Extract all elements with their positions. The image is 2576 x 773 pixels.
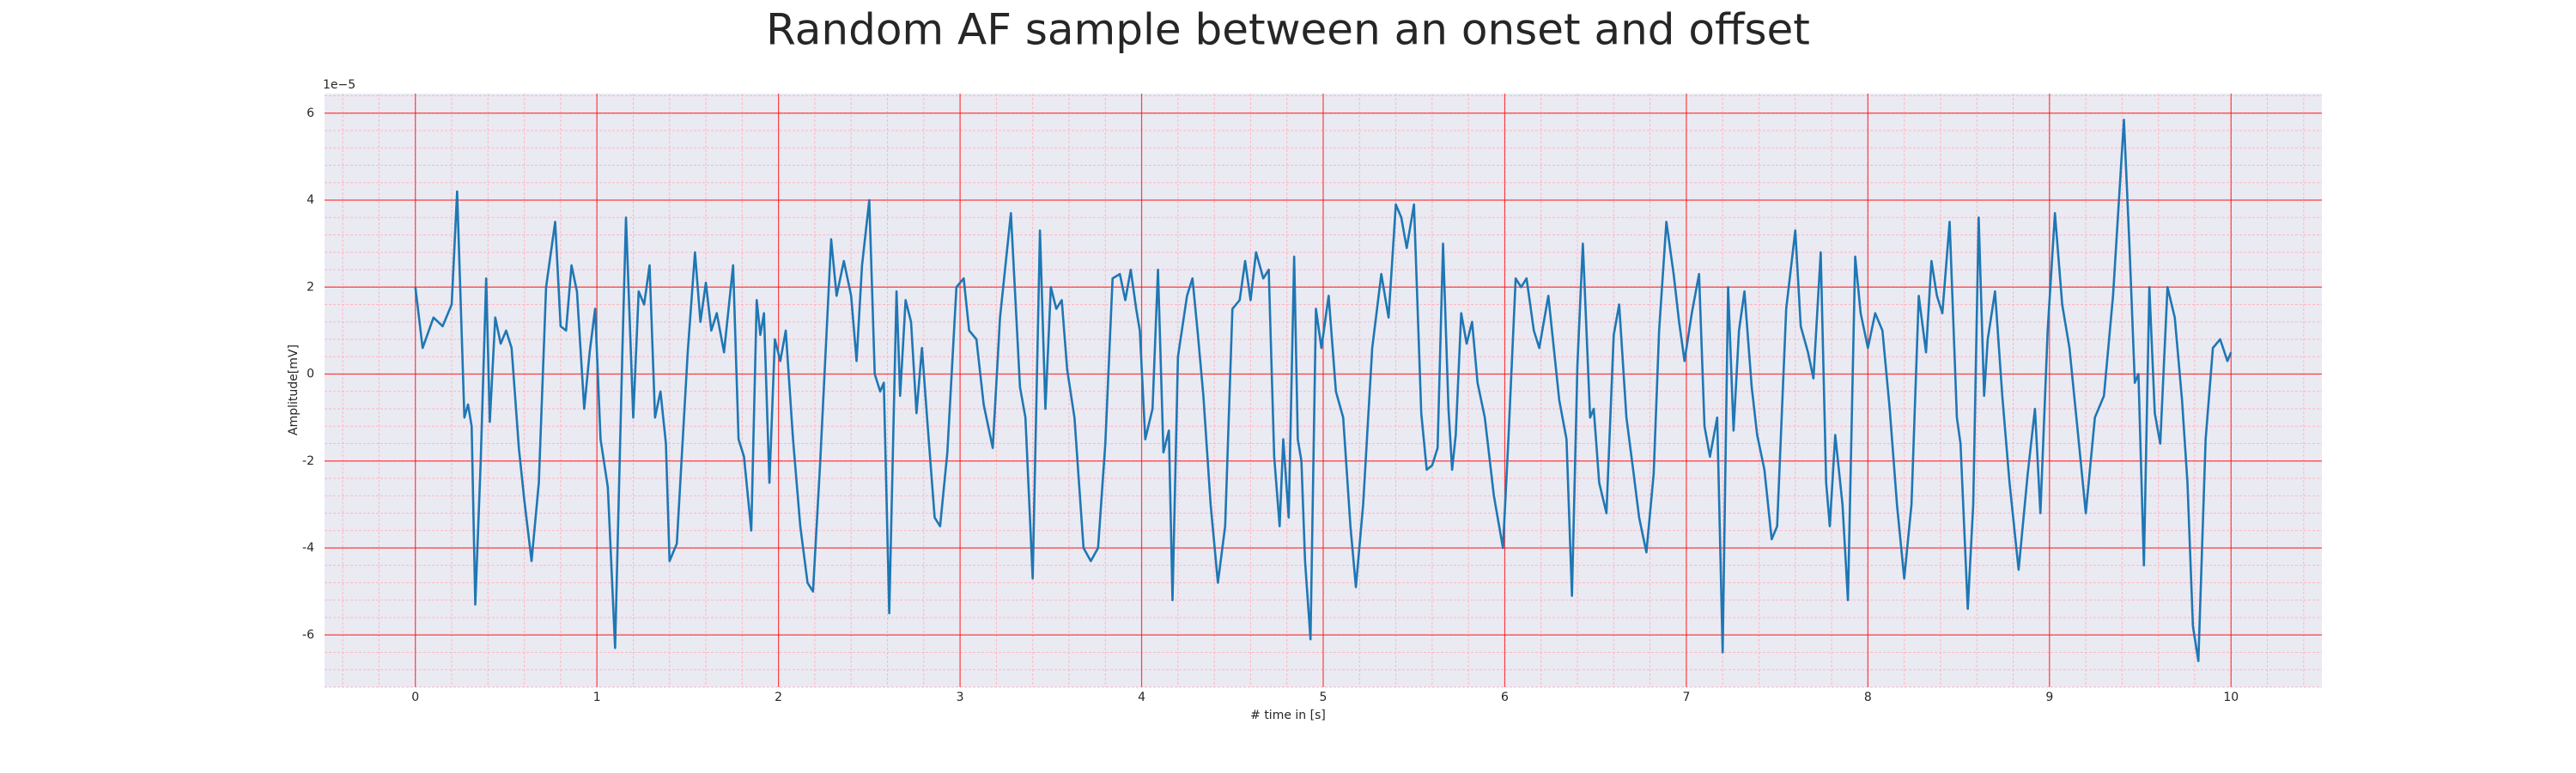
y-tick-label: 0 [307,368,314,381]
x-tick-label: 7 [1682,691,1690,704]
x-tick-label: 3 [957,691,964,704]
x-tick-label: 0 [411,691,419,704]
x-tick-label: 8 [1864,691,1872,704]
x-tick-label: 6 [1501,691,1509,704]
x-tick-label: 5 [1320,691,1327,704]
x-tick-label: 4 [1138,691,1145,704]
x-tick-label: 2 [775,691,782,704]
y-offset-text: 1e−5 [323,78,355,92]
data-line [414,119,2233,662]
x-axis-label: # time in [s] [1250,709,1326,722]
chart-title: Random AF sample between an onset and of… [766,5,1810,55]
y-tick-label: 2 [307,280,314,294]
plot-area [325,94,2322,688]
y-axis-label: Amplitude[mV] [287,344,301,435]
y-tick-label: -6 [302,628,314,642]
x-tick-label: 1 [593,691,601,704]
y-tick-label: 4 [307,193,314,207]
x-tick-label: 9 [2045,691,2053,704]
y-tick-label: -2 [302,454,314,468]
y-tick-label: 6 [307,107,314,120]
x-tick-label: 10 [2223,691,2239,704]
y-tick-label: -4 [302,541,314,555]
